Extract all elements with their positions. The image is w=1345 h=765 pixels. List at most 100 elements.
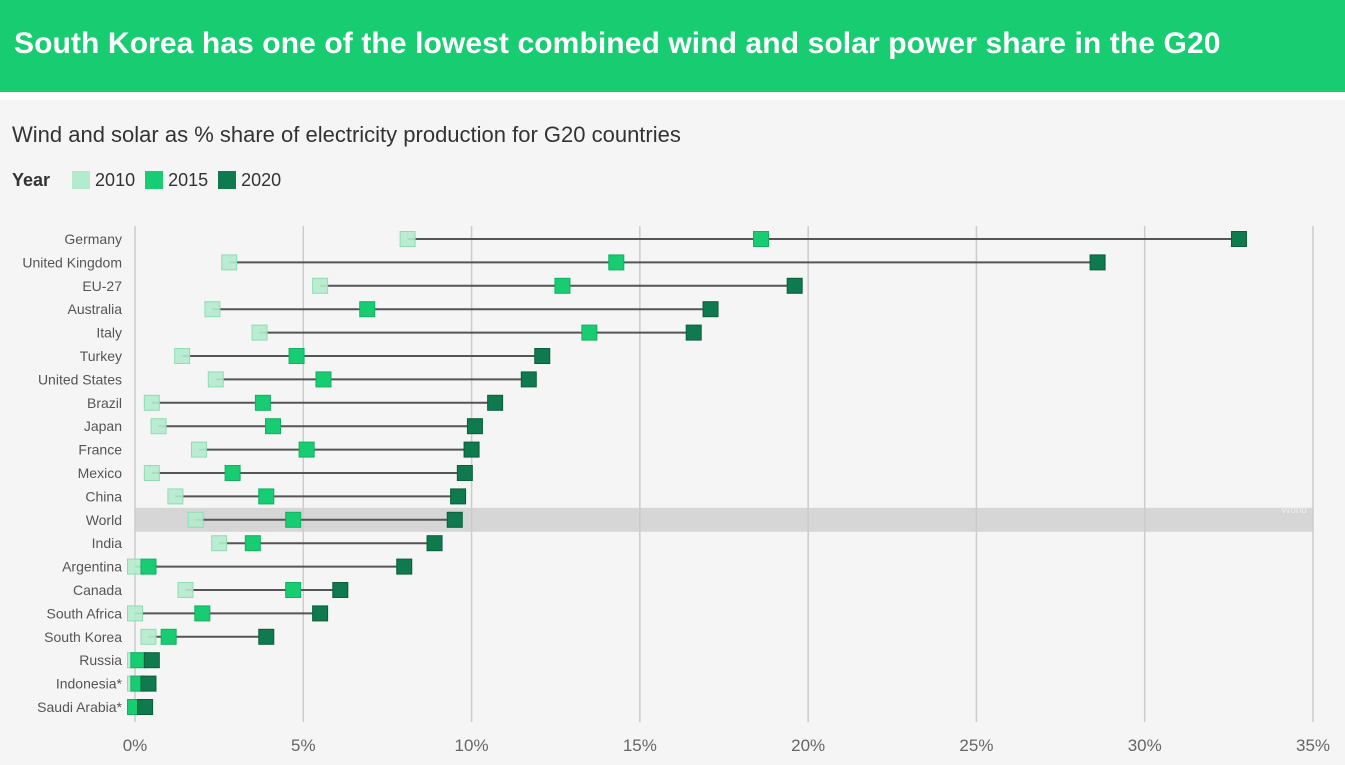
category-label-brazil: Brazil — [87, 395, 122, 411]
legend-title: Year — [12, 169, 51, 190]
legend-swatch-2015 — [145, 171, 164, 189]
category-label-mexico: Mexico — [78, 465, 123, 481]
point-2020-brazil — [487, 394, 504, 411]
point-2020-turkey — [534, 348, 551, 364]
point-2020-world — [446, 511, 463, 528]
legend: Year 2010 2015 2020 — [12, 168, 291, 192]
point-2015-japan — [264, 418, 281, 435]
point-2020-indonesia — [140, 675, 157, 692]
category-label-indonesia: Indonesia* — [56, 676, 123, 692]
point-2020-south-korea — [258, 628, 275, 645]
point-2020-mexico — [456, 465, 473, 481]
chart-subtitle: Wind and solar as % share of electricity… — [12, 122, 681, 147]
point-2010-india — [211, 535, 228, 552]
page-title: South Korea has one of the lowest combin… — [14, 27, 1221, 60]
point-2015-china — [258, 488, 275, 505]
legend-item-2020[interactable]: 2020 — [218, 170, 281, 191]
point-2010-eu-27 — [312, 277, 329, 294]
point-2015-south-africa — [194, 605, 211, 622]
highlight-band-label: World — [1281, 505, 1307, 516]
legend-label-2015: 2015 — [168, 169, 209, 190]
point-2015-world — [285, 511, 302, 528]
point-2010-turkey — [174, 348, 191, 364]
point-2010-china — [167, 488, 184, 505]
point-2010-world — [187, 511, 204, 528]
point-2015-italy — [581, 324, 598, 341]
category-label-turkey: Turkey — [80, 348, 122, 364]
category-label-japan: Japan — [84, 418, 122, 434]
x-tick-label: 5% — [291, 736, 316, 755]
point-2015-united-states — [315, 371, 332, 388]
point-2020-saudi-arabia — [137, 699, 154, 715]
point-2020-russia — [143, 652, 160, 669]
category-label-saudi-arabia: Saudi Arabia* — [37, 699, 122, 715]
point-2020-italy — [685, 324, 702, 341]
point-2010-italy — [251, 324, 268, 341]
point-2010-united-kingdom — [221, 254, 238, 271]
category-label-argentina: Argentina — [62, 559, 122, 575]
point-2020-india — [426, 535, 443, 552]
legend-item-2010[interactable]: 2010 — [72, 170, 135, 191]
point-2010-france — [190, 441, 207, 458]
point-2010-argentina — [127, 558, 143, 575]
point-2015-turkey — [288, 348, 305, 364]
category-label-world: World — [86, 512, 122, 528]
point-2020-argentina — [396, 558, 413, 575]
point-2015-canada — [285, 582, 302, 598]
point-2010-australia — [204, 301, 221, 318]
title-banner: South Korea has one of the lowest combin… — [0, 0, 1345, 92]
category-label-canada: Canada — [73, 582, 122, 598]
legend-swatch-2010 — [72, 171, 91, 189]
point-2015-mexico — [224, 465, 241, 481]
point-2015-argentina — [140, 558, 157, 575]
category-label-germany: Germany — [64, 231, 122, 247]
point-2015-germany — [753, 231, 770, 247]
point-2015-united-kingdom — [608, 254, 625, 271]
banner-divider — [0, 92, 1345, 100]
x-tick-label: 35% — [1296, 736, 1330, 755]
point-2015-india — [244, 535, 261, 552]
category-label-india: India — [92, 535, 123, 551]
point-2010-germany — [399, 231, 416, 247]
legend-swatch-2020 — [218, 171, 237, 189]
point-2020-united-kingdom — [1089, 254, 1106, 271]
category-label-china: China — [85, 488, 122, 504]
point-2015-eu-27 — [554, 277, 571, 294]
x-tick-label: 25% — [959, 736, 993, 755]
point-2015-south-korea — [160, 628, 177, 645]
point-2020-eu-27 — [786, 277, 803, 294]
point-2010-mexico — [143, 465, 160, 481]
point-2020-japan — [466, 418, 483, 435]
legend-label-2010: 2010 — [95, 169, 136, 190]
point-2010-south-korea — [140, 628, 157, 645]
x-tick-label: 0% — [123, 736, 148, 755]
x-tick-label: 15% — [623, 736, 657, 755]
point-2010-canada — [177, 582, 194, 598]
point-2020-germany — [1230, 231, 1247, 247]
x-tick-label: 30% — [1128, 736, 1162, 755]
point-2020-united-states — [520, 371, 537, 388]
point-2010-brazil — [143, 394, 160, 411]
category-label-eu-27: EU-27 — [82, 278, 122, 294]
point-2020-south-africa — [312, 605, 329, 622]
point-2015-australia — [359, 301, 376, 318]
category-label-france: France — [78, 442, 122, 458]
category-label-united-kingdom: United Kingdom — [22, 254, 122, 270]
point-2015-russia — [130, 652, 147, 669]
point-2020-australia — [702, 301, 719, 318]
point-2010-south-africa — [127, 605, 143, 622]
point-2010-japan — [150, 418, 167, 435]
point-2020-france — [463, 441, 480, 458]
x-tick-label: 10% — [455, 736, 489, 755]
category-label-russia: Russia — [79, 652, 122, 668]
category-label-united-states: United States — [38, 371, 122, 387]
point-2020-china — [450, 488, 467, 505]
category-label-south-africa: South Africa — [47, 605, 123, 621]
legend-item-2015[interactable]: 2015 — [145, 170, 208, 191]
category-label-australia: Australia — [68, 301, 123, 317]
category-label-italy: Italy — [96, 325, 122, 341]
point-2010-united-states — [207, 371, 224, 388]
point-2015-brazil — [254, 394, 271, 411]
x-tick-label: 20% — [791, 736, 825, 755]
